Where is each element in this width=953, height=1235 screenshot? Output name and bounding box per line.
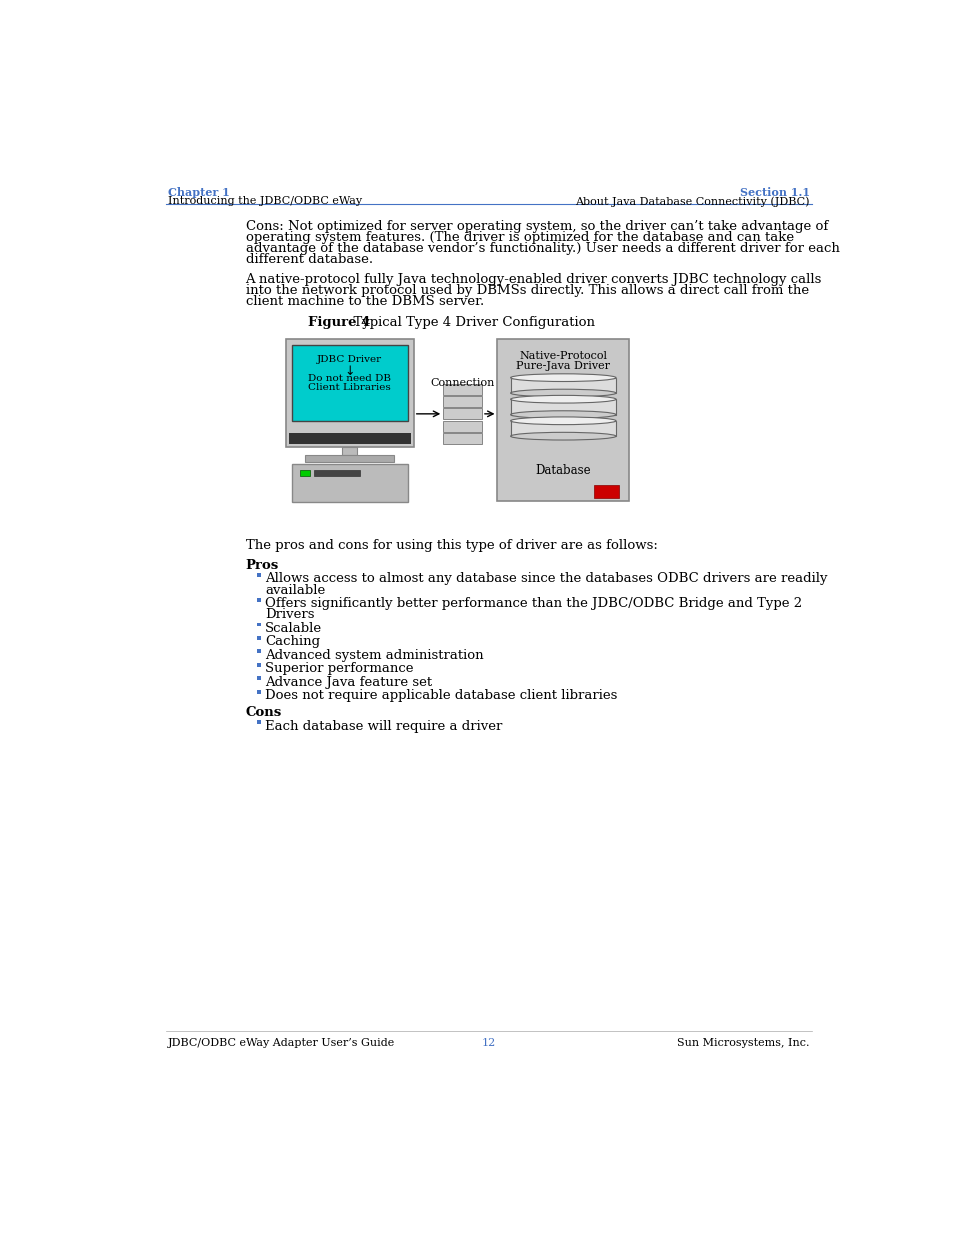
Ellipse shape <box>510 432 616 440</box>
Bar <box>292 464 407 503</box>
Text: Drivers: Drivers <box>265 609 314 621</box>
Bar <box>443 409 481 419</box>
Text: Chapter 1: Chapter 1 <box>168 186 230 198</box>
Text: Each database will require a driver: Each database will require a driver <box>265 720 502 732</box>
Text: Typical Type 4 Driver Configuration: Typical Type 4 Driver Configuration <box>344 316 594 329</box>
Text: Caching: Caching <box>265 635 320 648</box>
Bar <box>443 421 481 431</box>
Text: Introducing the JDBC/ODBC eWay: Introducing the JDBC/ODBC eWay <box>168 196 362 206</box>
Bar <box>257 690 261 694</box>
Bar <box>257 650 261 653</box>
Text: Does not require applicable database client libraries: Does not require applicable database cli… <box>265 689 617 703</box>
Ellipse shape <box>510 374 616 382</box>
Bar <box>497 340 629 501</box>
Text: Advance Java feature set: Advance Java feature set <box>265 676 432 689</box>
Bar <box>257 598 261 601</box>
Ellipse shape <box>510 411 616 419</box>
Text: Cons: Cons <box>245 705 281 719</box>
Text: Cons: Not optimized for server operating system, so the driver can’t take advant: Cons: Not optimized for server operating… <box>245 220 827 233</box>
Text: Connection: Connection <box>430 378 495 389</box>
Text: Allows access to almost any database since the databases ODBC drivers are readil: Allows access to almost any database sin… <box>265 573 826 585</box>
Bar <box>299 471 310 477</box>
Bar <box>510 378 616 393</box>
Text: Native-Protocol: Native-Protocol <box>518 352 607 362</box>
Bar <box>289 433 410 443</box>
Bar <box>314 471 360 477</box>
Text: 12: 12 <box>481 1039 496 1049</box>
Bar <box>257 622 261 626</box>
Text: Do not need DB: Do not need DB <box>308 374 391 383</box>
Bar <box>443 396 481 406</box>
Text: Sun Microsystems, Inc.: Sun Microsystems, Inc. <box>677 1039 809 1049</box>
Bar <box>257 677 261 680</box>
Text: ↓: ↓ <box>344 364 355 378</box>
Ellipse shape <box>510 389 616 396</box>
Bar <box>510 421 616 436</box>
Text: About Java Database Connectivity (JDBC): About Java Database Connectivity (JDBC) <box>575 196 809 206</box>
Text: Scalable: Scalable <box>265 621 322 635</box>
Bar <box>286 340 414 447</box>
Bar <box>443 384 481 395</box>
Text: Advanced system administration: Advanced system administration <box>265 648 483 662</box>
Text: JDBC/ODBC eWay Adapter User’s Guide: JDBC/ODBC eWay Adapter User’s Guide <box>168 1039 395 1049</box>
Text: available: available <box>265 584 325 597</box>
Text: into the network protocol used by DBMSs directly. This allows a direct call from: into the network protocol used by DBMSs … <box>245 284 808 298</box>
Bar <box>510 399 616 415</box>
Text: Database: Database <box>535 464 591 477</box>
Text: A native-protocol fully Java technology-enabled driver converts JDBC technology : A native-protocol fully Java technology-… <box>245 273 821 287</box>
Text: Section 1.1: Section 1.1 <box>739 186 809 198</box>
Bar <box>443 433 481 443</box>
Text: Superior performance: Superior performance <box>265 662 413 676</box>
Text: The pros and cons for using this type of driver are as follows:: The pros and cons for using this type of… <box>245 538 657 552</box>
Bar <box>257 720 261 724</box>
Text: Client Libraries: Client Libraries <box>308 383 391 391</box>
Text: JDBC Driver: JDBC Driver <box>317 356 382 364</box>
Text: client machine to the DBMS server.: client machine to the DBMS server. <box>245 295 483 309</box>
Text: Pros: Pros <box>245 558 278 572</box>
Text: operating system features. (The driver is optimized for the database and can tak: operating system features. (The driver i… <box>245 231 793 245</box>
Text: different database.: different database. <box>245 253 373 267</box>
Ellipse shape <box>510 395 616 403</box>
Bar <box>257 636 261 640</box>
Ellipse shape <box>510 417 616 425</box>
Text: advantage of the database vendor’s functionality.) User needs a different driver: advantage of the database vendor’s funct… <box>245 242 839 256</box>
Bar <box>257 663 261 667</box>
Text: Offers significantly better performance than the JDBC/ODBC Bridge and Type 2: Offers significantly better performance … <box>265 597 801 610</box>
Bar <box>305 454 394 462</box>
Text: Figure 4: Figure 4 <box>307 316 370 329</box>
Bar <box>341 447 356 454</box>
Bar <box>257 573 261 577</box>
Bar <box>292 346 407 421</box>
Text: Pure-Java Driver: Pure-Java Driver <box>516 361 610 370</box>
Bar <box>594 485 618 498</box>
